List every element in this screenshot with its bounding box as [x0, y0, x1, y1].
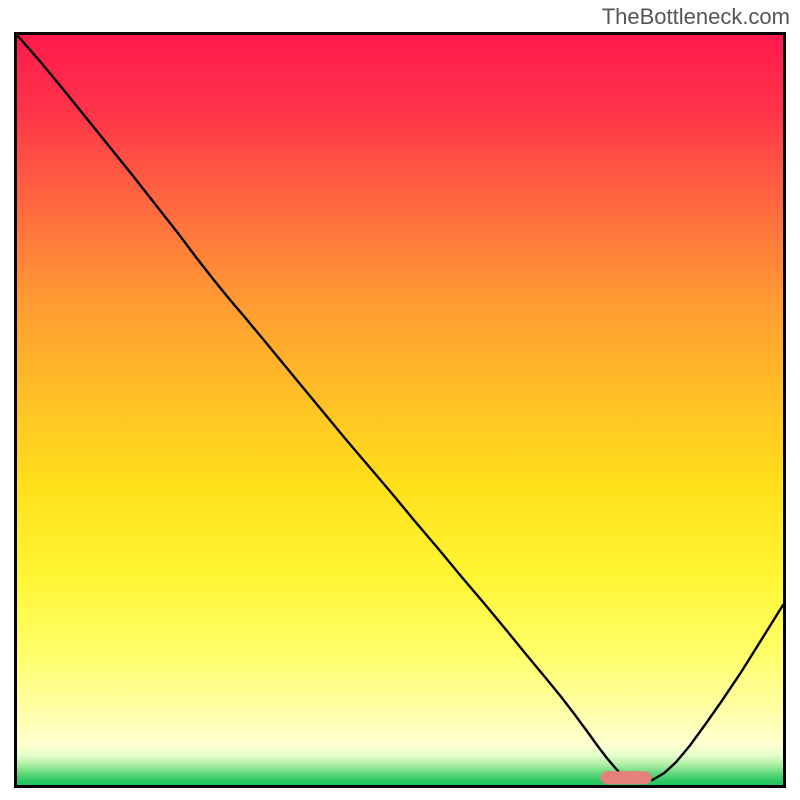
chart-container: TheBottleneck.com	[0, 0, 800, 800]
plot-area	[14, 32, 786, 788]
curve-line	[17, 35, 783, 785]
watermark-text: TheBottleneck.com	[602, 4, 790, 30]
optimal-marker	[601, 771, 652, 785]
curve-path	[17, 35, 783, 781]
